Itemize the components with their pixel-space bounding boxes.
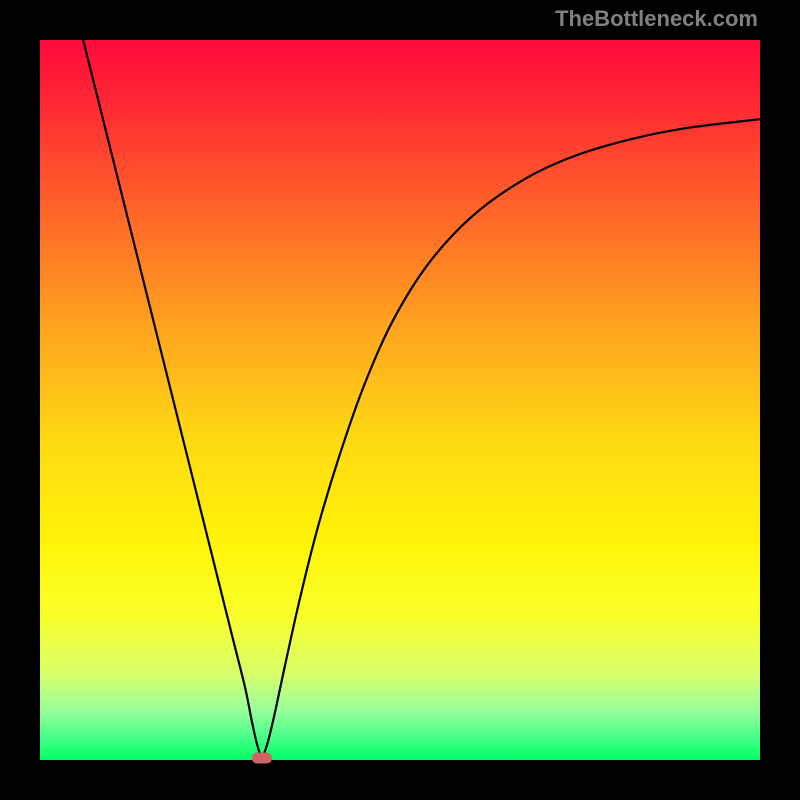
curve-path xyxy=(83,40,760,756)
watermark-text: TheBottleneck.com xyxy=(555,6,758,32)
chart-container: TheBottleneck.com xyxy=(0,0,800,800)
bottleneck-curve xyxy=(40,40,760,760)
minimum-marker xyxy=(252,752,272,763)
plot-area xyxy=(40,40,760,760)
